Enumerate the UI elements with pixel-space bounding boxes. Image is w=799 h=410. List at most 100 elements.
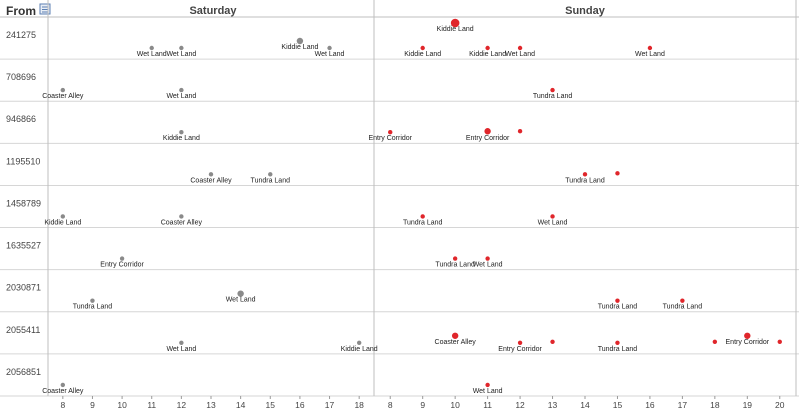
x-tick-label: 14: [580, 400, 590, 410]
data-point: [451, 332, 459, 339]
point-label: Wet Land: [505, 51, 535, 58]
data-point: [550, 87, 555, 93]
x-tick-label: 18: [710, 400, 720, 410]
point-label: Tundra Land: [73, 304, 113, 311]
data-point: [179, 340, 184, 345]
data-point: [268, 172, 273, 177]
data-point: [388, 130, 393, 135]
data-point: [60, 214, 66, 219]
x-tick-label: 12: [515, 400, 525, 410]
point-label: Tundra Land: [565, 177, 605, 184]
point-label: Tundra Land: [598, 304, 638, 311]
data-point: [550, 339, 555, 344]
data-point: [179, 130, 184, 135]
point-label: Kiddie Land: [469, 51, 506, 58]
data-point: [517, 129, 523, 134]
point-label: Wet Land: [166, 51, 196, 58]
x-tick-label: 17: [678, 400, 688, 410]
point-label: Kiddie Land: [44, 219, 81, 226]
point-label: Wet Land: [315, 51, 345, 58]
data-point: [208, 172, 214, 177]
point-label: Wet Land: [137, 51, 167, 58]
row-label: 1458789: [6, 198, 41, 208]
data-point: [60, 382, 66, 388]
data-point: [744, 332, 751, 339]
row-label: 2056851: [6, 367, 41, 377]
point-label: Wet Land: [473, 388, 503, 395]
point-label: Tundra Land: [663, 304, 703, 311]
point-label: Tundra Land: [403, 219, 443, 226]
x-tick-label: 9: [420, 400, 425, 410]
x-tick-label: 14: [236, 400, 246, 410]
x-tick-label: 10: [117, 400, 127, 410]
point-label: Entry Corridor: [466, 135, 510, 142]
point-label: Wet Land: [166, 346, 196, 353]
data-point: [680, 298, 685, 303]
data-point: [615, 298, 620, 303]
point-label: Coaster Alley: [42, 93, 84, 100]
data-point: [647, 45, 653, 51]
data-point: [90, 298, 95, 303]
x-tick-label: 16: [295, 400, 305, 410]
data-point: [420, 214, 425, 219]
data-point: [60, 87, 66, 93]
x-tick-label: 19: [743, 400, 753, 410]
point-label: Wet Land: [538, 219, 568, 226]
x-tick-label: 8: [60, 400, 65, 410]
data-point: [517, 45, 523, 51]
point-label: Kiddie Land: [281, 44, 318, 51]
x-tick-label: 11: [147, 400, 156, 410]
data-point: [237, 290, 244, 297]
data-point: [485, 256, 490, 261]
data-point: [712, 339, 718, 344]
x-axis-ticks: 8 9 10 11 12 13 14 15 16 17 18 8 9 10 11 12 13 14 15 16 17 18…: [60, 396, 785, 410]
grid-lines: [0, 0, 799, 397]
panel-header-saturday: Saturday: [189, 5, 237, 17]
data-point: [149, 45, 154, 51]
data-point: [450, 18, 460, 28]
point-label: Entry Corridor: [100, 262, 144, 269]
data-point: [517, 340, 523, 345]
data-point: [356, 340, 362, 345]
x-tick-label: 18: [354, 400, 364, 410]
data-point: [582, 172, 588, 177]
data-point: [420, 45, 425, 51]
point-label: Tundra Land: [533, 93, 573, 100]
row-label: 2055411: [6, 325, 40, 335]
point-label: Kiddie Land: [341, 346, 378, 353]
x-tick-label: 10: [450, 400, 460, 410]
point-label: Tundra Land: [598, 346, 638, 353]
data-point: [777, 339, 782, 344]
point-label: Entry Corridor: [726, 339, 770, 346]
point-label: Entry Corridor: [368, 135, 412, 142]
row-label: 1635527: [6, 241, 41, 251]
data-point: [119, 256, 125, 261]
point-label: Kiddie Land: [404, 51, 441, 58]
field-menu-icon[interactable]: [39, 3, 51, 15]
point-label: Coaster Alley: [42, 388, 84, 395]
data-point: [327, 45, 332, 51]
data-point: [485, 130, 490, 135]
x-tick-label: 13: [548, 400, 558, 410]
point-label: Coaster Alley: [435, 339, 477, 346]
point-label: Wet Land: [226, 297, 256, 304]
point-label: Wet Land: [635, 51, 665, 58]
data-point: [179, 214, 184, 219]
data-point: [452, 256, 458, 261]
x-tick-label: 20: [775, 400, 785, 410]
data-point: [296, 37, 304, 45]
data-point: [550, 214, 555, 219]
x-tick-label: 12: [177, 400, 187, 410]
x-tick-label: 15: [613, 400, 623, 410]
row-label: 1195510: [6, 156, 40, 166]
row-labels: 241275 708696 946866 1195510 1458789 1635527 2…: [6, 30, 41, 377]
point-label: Tundra Land: [435, 262, 475, 269]
x-tick-label: 8: [388, 400, 393, 410]
x-tick-label: 17: [325, 400, 335, 410]
data-point: [485, 45, 490, 51]
row-label: 2030871: [6, 283, 41, 293]
data-point: [615, 340, 620, 345]
point-label: Coaster Alley: [161, 219, 203, 226]
